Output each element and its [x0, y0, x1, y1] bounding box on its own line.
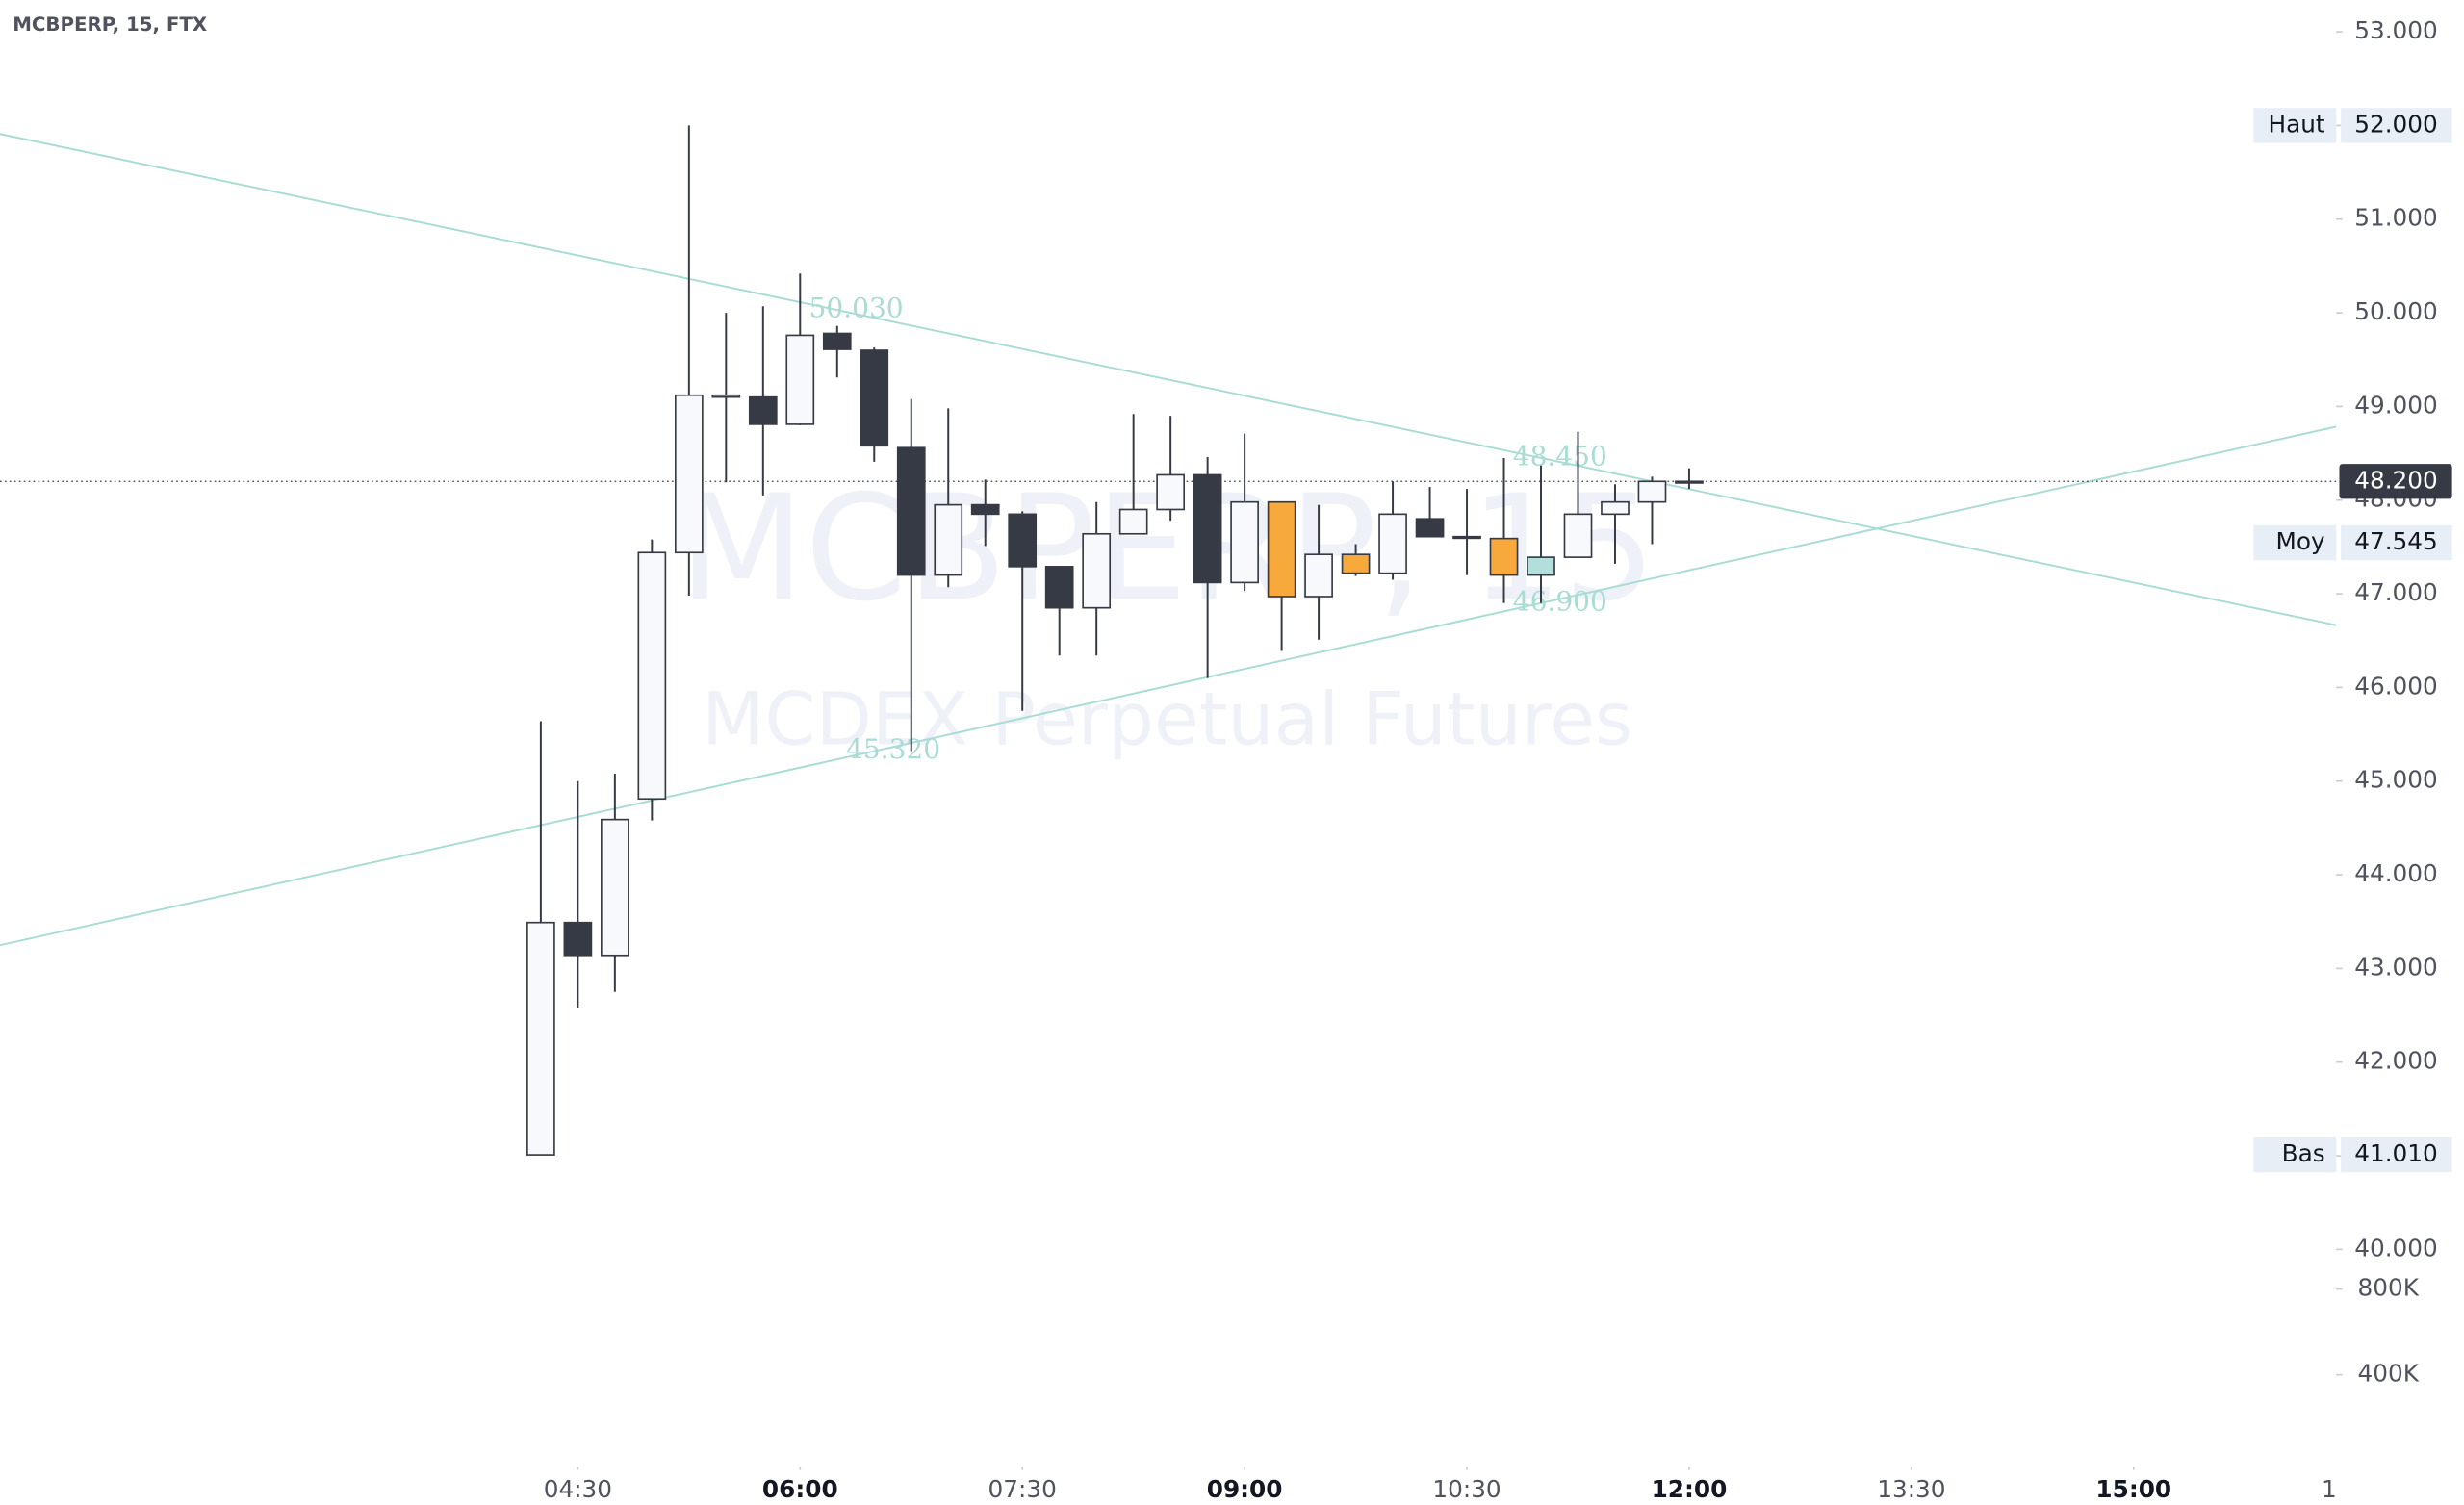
candle-body [1267, 500, 1296, 598]
stat-name: Haut [2268, 110, 2324, 138]
x-tick-label: 12:00 [1652, 1475, 1728, 1503]
candle-body [748, 395, 778, 425]
stat-name: Bas [2282, 1139, 2325, 1167]
candle-body [1675, 480, 1704, 484]
chart-title: MCBPERP, 15, FTX [13, 13, 207, 36]
y-tick-label: 44.000 [2354, 859, 2438, 887]
stat-value: 41.010 [2354, 1139, 2438, 1167]
candle-body [1452, 535, 1481, 540]
last-price-box [2339, 464, 2452, 499]
watermark: MCDEX Perpetual Futures [702, 676, 1632, 761]
candle-body [1489, 537, 1519, 576]
candle-body [1563, 513, 1593, 558]
candle-body [934, 503, 963, 576]
stat-name-box [2253, 108, 2337, 143]
volume-tick-label: 400K [2358, 1360, 2420, 1388]
candle-body [860, 349, 889, 447]
trend-label: 46.900 [1513, 585, 1607, 617]
candle-body [674, 394, 704, 554]
last-price-label: 48.200 [2354, 466, 2438, 494]
candle-body [1527, 556, 1555, 576]
candle-body [1008, 513, 1038, 568]
y-tick-label: 46.000 [2354, 672, 2438, 700]
candle-body [896, 446, 926, 576]
x-tick-label: 15:00 [2095, 1475, 2171, 1503]
y-tick-label: 45.000 [2354, 766, 2438, 794]
stat-value-box [2341, 524, 2452, 561]
candle-body [1230, 500, 1259, 584]
candle-body [822, 332, 852, 350]
stat-value: 47.545 [2354, 527, 2438, 555]
candle-body [1082, 532, 1112, 609]
stat-name: Moy [2275, 527, 2324, 555]
y-tick-label: 50.000 [2354, 297, 2438, 325]
trend-label: 45.320 [846, 733, 940, 765]
x-tick-label: 04:30 [544, 1475, 612, 1503]
candle-body [785, 334, 815, 425]
x-tick-label: 13:30 [1877, 1475, 1945, 1503]
candle-body [526, 921, 555, 1156]
stat-name-box [2253, 1136, 2337, 1173]
candle-body [1378, 513, 1407, 574]
y-tick-label: 51.000 [2354, 204, 2438, 232]
y-tick-label: 43.000 [2354, 953, 2438, 981]
candle-body [1341, 553, 1371, 574]
trend-label: 48.450 [1513, 440, 1607, 472]
trend-line [0, 133, 2337, 626]
candle-body [1044, 566, 1074, 609]
candle-body [1415, 518, 1445, 538]
stat-value-box [2341, 108, 2452, 143]
x-tick-label: 07:30 [988, 1475, 1057, 1503]
candle-body [711, 394, 741, 398]
y-tick-label: 42.000 [2354, 1047, 2438, 1075]
x-tick-label: 10:30 [1432, 1475, 1501, 1503]
trend-line [0, 425, 2337, 947]
candle-body [563, 921, 593, 957]
candle-body [1304, 553, 1333, 598]
candle-body [1601, 500, 1630, 516]
candle-body [1118, 508, 1148, 535]
stat-value-box [2341, 1136, 2452, 1173]
y-tick-label: 40.000 [2354, 1234, 2438, 1262]
x-tick-label: 06:00 [762, 1475, 838, 1503]
candle-body [1637, 480, 1667, 503]
candle-body [601, 818, 629, 957]
candle-body [1193, 473, 1222, 584]
candle-body [637, 551, 667, 801]
candle-body [970, 503, 1000, 516]
y-tick-label: 47.000 [2354, 578, 2438, 606]
y-tick-label: 53.000 [2354, 16, 2438, 44]
stat-value: 52.000 [2354, 110, 2438, 138]
x-tick-label: 09:00 [1207, 1475, 1283, 1503]
candle-body [1156, 473, 1186, 511]
y-tick-label: 49.000 [2354, 391, 2438, 419]
x-tick-label: 16:30 [2322, 1475, 2390, 1503]
stat-name-box [2253, 524, 2337, 561]
volume-tick-label: 800K [2358, 1274, 2420, 1302]
trend-label: 50.030 [809, 293, 904, 324]
